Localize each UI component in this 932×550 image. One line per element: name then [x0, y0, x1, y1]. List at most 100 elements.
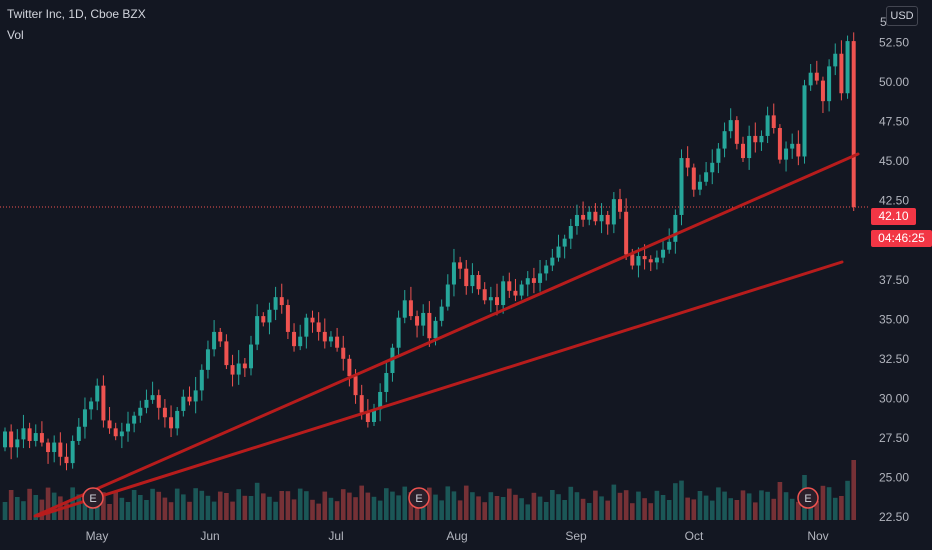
- volume-bar: [765, 491, 770, 520]
- candle: [525, 278, 530, 285]
- volume-bar: [783, 492, 789, 520]
- candle: [845, 41, 850, 94]
- earnings-marker-label: E: [804, 493, 811, 505]
- volume-legend[interactable]: Vol: [7, 28, 24, 42]
- volume-bar: [482, 502, 487, 520]
- candle: [298, 336, 303, 347]
- candle: [144, 399, 149, 408]
- volume-bar: [217, 491, 223, 520]
- volume-bar: [457, 500, 463, 520]
- volume-bar: [519, 498, 524, 520]
- volume-bar: [187, 501, 192, 520]
- candle: [255, 316, 260, 345]
- trendline-lower[interactable]: [36, 260, 844, 518]
- candle: [335, 336, 340, 348]
- candle: [415, 316, 420, 326]
- candle: [605, 214, 610, 225]
- candle: [408, 300, 413, 317]
- price-tick-label-partial: 5: [880, 15, 887, 29]
- earnings-marker[interactable]: E: [82, 487, 104, 509]
- trendline-upper[interactable]: [33, 152, 860, 518]
- candle: [396, 317, 401, 348]
- volume-bar: [377, 500, 383, 520]
- trendlines[interactable]: [33, 152, 860, 518]
- volume-bar: [734, 500, 740, 520]
- currency-button[interactable]: USD: [886, 6, 918, 26]
- candle: [531, 278, 536, 283]
- candle: [704, 172, 709, 182]
- volume-bar: [832, 497, 838, 520]
- volume-bar: [334, 501, 340, 520]
- candle: [796, 143, 801, 157]
- candle: [175, 410, 180, 429]
- volume-bar: [580, 498, 586, 520]
- volume-bar: [740, 490, 746, 520]
- candle: [169, 417, 174, 429]
- volume-bar: [291, 499, 297, 520]
- candle: [433, 320, 438, 339]
- candle: [236, 363, 241, 375]
- volume-bar: [771, 498, 777, 520]
- volume-bar: [33, 495, 39, 520]
- volume-bar: [746, 493, 752, 520]
- candle: [218, 331, 223, 342]
- volume-bar: [21, 501, 26, 520]
- volume-bar: [839, 496, 844, 520]
- volume-bar: [433, 494, 438, 520]
- volume-bar: [728, 498, 733, 520]
- candle: [427, 312, 432, 339]
- candle: [199, 369, 204, 391]
- candle: [126, 423, 130, 432]
- candle: [501, 281, 506, 306]
- earnings-marker[interactable]: E: [797, 487, 819, 509]
- candle: [285, 305, 290, 332]
- price-tick-label: 42.50: [879, 194, 909, 208]
- volume-bar: [556, 494, 561, 520]
- volume-bar: [297, 488, 303, 520]
- candle: [827, 66, 832, 102]
- candle: [267, 309, 272, 323]
- volume-bar: [630, 503, 635, 520]
- candle: [630, 254, 635, 266]
- candle: [458, 262, 463, 269]
- volume-bar: [568, 486, 574, 520]
- candle: [64, 456, 69, 464]
- candle: [181, 396, 186, 411]
- candle: [156, 395, 161, 408]
- volume-bar: [513, 494, 518, 520]
- volume-bar: [814, 501, 820, 520]
- candle: [261, 316, 266, 323]
- volume-bar: [113, 492, 118, 520]
- volume-bar: [211, 501, 217, 520]
- candle: [150, 395, 155, 400]
- time-axis[interactable]: May Jun Jul Aug Sep Oct Nov: [86, 529, 829, 543]
- volume-bar: [494, 496, 500, 520]
- volume-bar: [384, 488, 389, 520]
- volume-bar: [359, 485, 364, 520]
- volume-bar: [328, 497, 334, 520]
- candle: [667, 241, 672, 250]
- candle: [648, 259, 653, 263]
- volume-bar: [445, 486, 451, 520]
- price-axis[interactable]: 22.5025.0027.5030.0032.5035.0037.5040.00…: [879, 15, 909, 524]
- symbol-title[interactable]: Twitter Inc, 1D, Cboe BZX: [7, 7, 146, 21]
- volume-bar: [396, 495, 401, 520]
- candle: [15, 439, 20, 448]
- volume-bar: [722, 491, 727, 520]
- candle: [273, 297, 278, 310]
- earnings-marker[interactable]: E: [408, 487, 430, 509]
- candle: [513, 290, 518, 296]
- candle: [568, 226, 573, 239]
- volume-bar: [107, 504, 112, 520]
- candle: [205, 349, 210, 370]
- volume-bar: [525, 504, 531, 520]
- candle: [52, 442, 57, 453]
- volume-bar: [617, 492, 623, 520]
- volume-bar: [174, 488, 180, 520]
- candle: [378, 391, 383, 410]
- candle: [544, 265, 549, 274]
- volume-bar: [408, 492, 414, 520]
